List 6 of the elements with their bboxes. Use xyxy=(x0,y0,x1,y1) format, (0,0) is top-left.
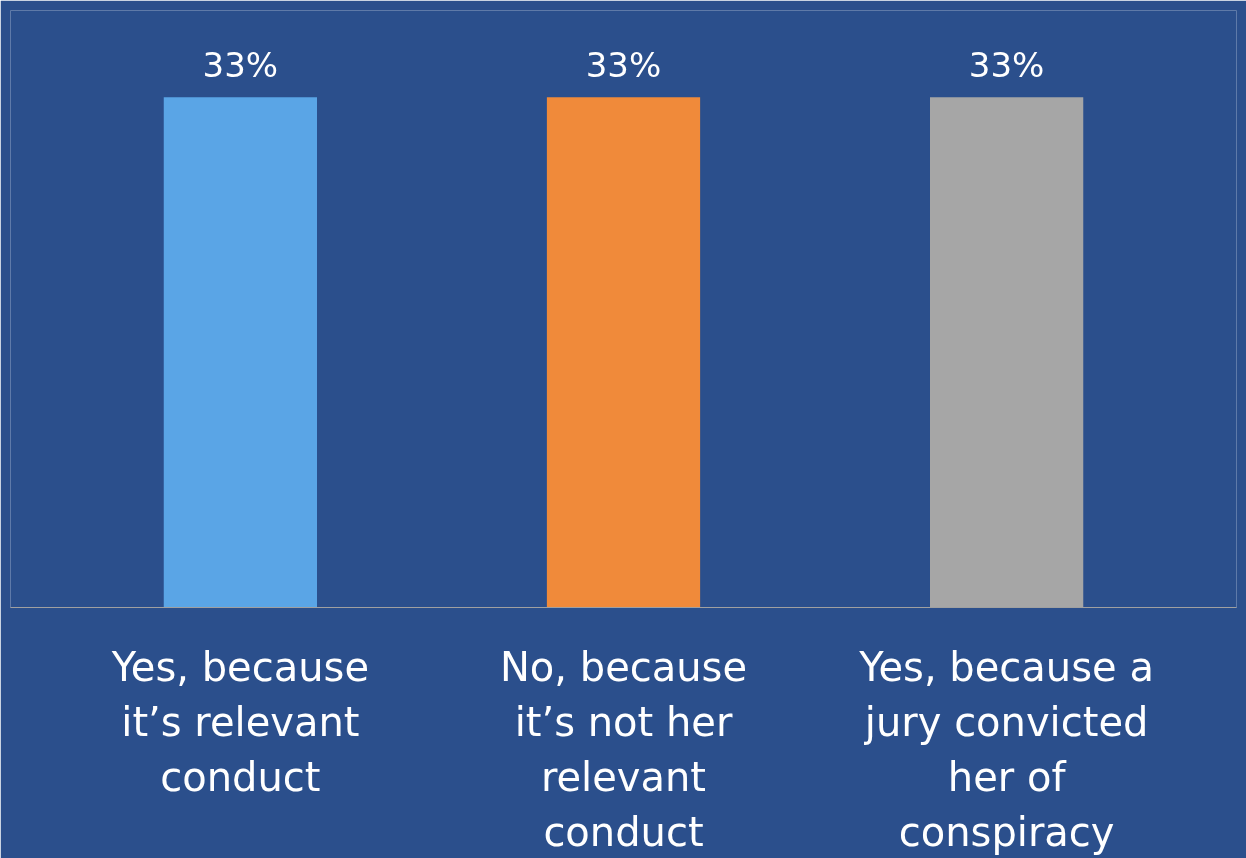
data-label: 33% xyxy=(585,45,662,86)
x-tick-label: Yes, because a jury convicted her of conspiracy xyxy=(858,643,1154,856)
data-label: 33% xyxy=(202,45,279,86)
x-tick-label: Yes, because it’s relevant conduct xyxy=(110,643,370,800)
x-tick-label: No, because it’s not her relevant conduct xyxy=(499,643,748,856)
data-label: 33% xyxy=(968,45,1045,86)
